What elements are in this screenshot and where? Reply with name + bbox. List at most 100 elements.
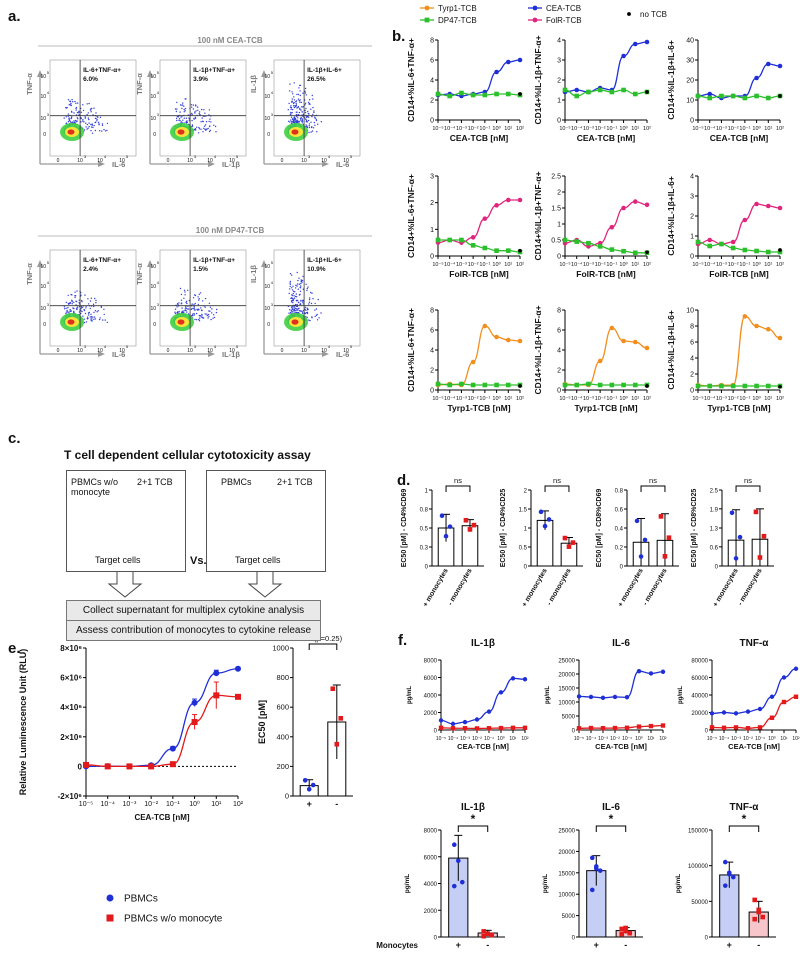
flow-event [316,131,318,133]
e-1-point [213,670,220,677]
f-top-1-point [498,725,504,731]
flow-event [290,301,293,303]
f-bot-2-point [589,855,595,861]
flow-event [291,108,294,111]
f-bot-1-category: - [486,940,489,950]
b-1-3-point [754,75,759,81]
b-2-3-point [730,245,736,251]
b-3-3-ytick-label: 10 [686,308,694,315]
b-2-3-xtick-label: 10⁻¹ [739,262,750,268]
flow-event [178,310,180,313]
flow-event [209,306,212,308]
flow-y-tick: 10 [40,74,46,80]
flow-event [209,129,212,131]
b-3-1-xtick-label: 10⁻² [468,396,479,402]
f-bot-1-point [459,879,465,885]
b-1-2-point [586,89,591,95]
flow-event [295,101,297,103]
flow-y-tick: 10 [150,116,156,122]
e-1-ytick-label: 6×10⁶ [60,674,82,683]
f-top-2-point [660,723,666,728]
b-1-1-xtick-label: 10² [516,126,524,132]
flow-x-tick: 10 [187,348,193,354]
flow-event [200,316,203,318]
flow-event [181,104,184,106]
b-1-2-xtick-label: 10⁻⁵ [559,125,570,132]
flow-event [298,283,301,285]
flow-event [290,309,292,312]
flow-event [97,121,100,124]
b-1-1-ytick-label: 4 [430,78,434,85]
b-1-1-xtick-label: 10⁻³ [456,126,467,132]
flow-y-tick: 10 [150,264,156,270]
flow-event [304,90,306,93]
f-top-1-xtick-label: 10⁰ [497,736,505,742]
b-2-2-point [586,240,591,246]
flow-event [300,119,302,121]
flow-event [70,102,72,105]
b-2-3-point [695,239,701,245]
e-1-xtick-label: 10⁻⁴ [100,801,115,808]
flow-x-tick: 10 [343,158,349,164]
legend-b-label: DP47-TCB [438,16,477,25]
f-top-3-xtick-label: 10⁻⁴ [719,736,729,742]
e-2-category: - [335,799,338,809]
f-top-3-point [733,725,739,730]
flow-event [84,116,86,118]
flow-y-tick: 0 [267,322,270,328]
b-1-1-xtick-label: 10⁻⁴ [444,125,456,132]
flow-event [67,121,70,123]
d-4-point [733,556,739,561]
b-1-1-xtick-label: 10⁻² [468,126,479,132]
f-top-3-point [721,710,727,715]
b-2-2-point [597,244,603,249]
flow-event [301,311,304,313]
f-top-1-ytick-label: 0 [434,729,438,735]
b-3-2-point [609,382,615,388]
flow-event [87,112,90,114]
flow-event [205,129,207,131]
flow-event [291,294,294,297]
flow-event [75,300,77,302]
flow-event [204,306,206,308]
flow-x-tick-exp: 5 [350,344,353,349]
flow-event [300,101,303,104]
d-2-ytick-label: 2 [524,489,528,495]
flow-event [68,117,70,119]
flow-event [299,107,301,110]
flow-x-tick: 10 [97,348,103,354]
flow-x-tick: 10 [119,158,125,164]
b-1-1-point [447,93,453,99]
d-3-ylabel: EC50 [pM] - CD8%CD69 [596,489,603,568]
flow-event [316,319,319,321]
flow-event [313,121,316,124]
f-top-1-xtick-label: 10⁻⁵ [436,736,446,742]
flow-event [301,301,304,303]
flow-event [291,91,293,93]
flow-event [194,112,196,114]
flow-event [95,112,97,114]
flow-y-tick-exp: 5 [157,70,160,75]
flow-event [63,117,65,119]
flow-event [301,312,304,314]
d-1-ytick-label: 0.3 [420,546,429,552]
b-3-2-xtick-label: 10² [643,396,651,402]
flow-event [88,303,90,305]
b-2-2-point [644,202,650,208]
b-1-3-point [695,93,701,99]
e-1-point [169,745,176,752]
e-1-xtick-label: 10² [233,801,244,808]
flow-event [299,101,301,103]
flow-event [300,116,302,119]
b-3-2-ytick-label: 0 [557,388,561,395]
b-3-3-ytick-label: 8 [690,324,694,331]
f-top-1-point [438,718,444,723]
b-1-1-ytick-label: 2 [430,98,434,105]
flow-event [304,111,307,114]
flow-event [207,313,210,316]
b-1-1-xtick-label: 10⁰ [492,125,501,132]
f-bot-2-ytick-label: 25000 [558,829,575,835]
b-2-3-ytick-label: 0 [690,254,694,261]
b-1-2-xtick-label: 10⁰ [619,125,628,132]
flow-event [90,316,93,318]
